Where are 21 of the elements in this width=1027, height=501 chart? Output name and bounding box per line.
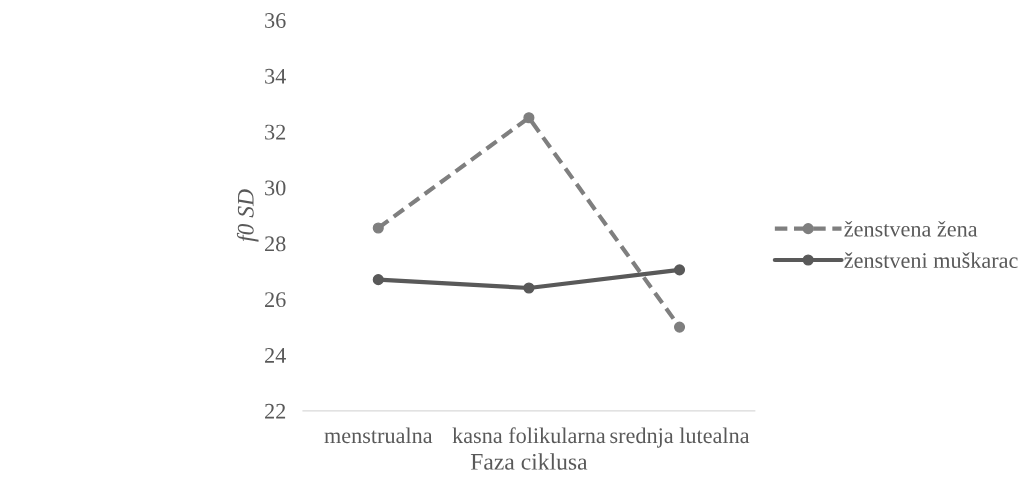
x-axis-title: Faza ciklusa	[470, 453, 588, 470]
y-tick-label: 22	[265, 403, 286, 419]
y-tick-label: 28	[265, 236, 286, 252]
point	[372, 274, 384, 286]
y-axis-title: f0 SD	[236, 189, 259, 242]
legend-label: ženstvena žena	[844, 220, 978, 237]
x-tick-label: srednja lutealna	[610, 427, 750, 448]
point	[673, 264, 686, 276]
y-tick-label: 36	[265, 13, 286, 28]
y-tick-label: 34	[265, 68, 286, 84]
legend-label: ženstveni muškarac	[844, 252, 1018, 269]
y-tick-label: 24	[265, 347, 286, 363]
y-tick-label: 32	[265, 124, 286, 140]
point	[372, 222, 384, 234]
point	[673, 321, 686, 333]
point	[523, 112, 535, 124]
point	[523, 282, 535, 294]
x-tick-label: kasna folikularna	[452, 427, 606, 444]
x-tick-label: menstrualna	[324, 427, 433, 444]
y-tick-label: 26	[265, 292, 286, 308]
y-tick-label: 30	[265, 180, 286, 196]
